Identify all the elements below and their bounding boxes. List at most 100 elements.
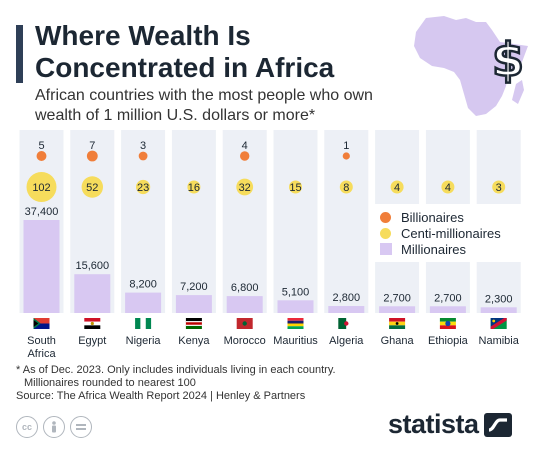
nigeria-flag-icon — [135, 318, 152, 329]
legend-item-millionaires: Millionaires — [380, 241, 467, 257]
category-label-namibia: Namibia — [479, 335, 520, 347]
centi-value-namibia: 3 — [496, 182, 502, 194]
ethiopia-flag-icon — [439, 318, 456, 329]
millionaires-bar-nigeria — [125, 292, 162, 313]
centi-bubble-ghana — [390, 180, 404, 194]
millionaires-label-egypt: 15,600 — [75, 260, 109, 272]
footnote-line-2: Millionaires rounded to nearest 100 — [24, 377, 196, 389]
millionaires-label-morocco: 6,800 — [231, 282, 259, 294]
millionaires-bar-namibia — [480, 307, 517, 313]
chart-subtitle: African countries with the most people w… — [35, 86, 395, 126]
category-label-south-africa-line-2: Africa — [27, 348, 56, 360]
subtitle-line-1: African countries with the most people w… — [35, 87, 373, 104]
millionaires-label-namibia: 2,300 — [485, 293, 513, 305]
kenya-flag-icon — [185, 318, 202, 329]
billionaires-dot-algeria — [342, 152, 350, 160]
centi-value-ghana: 4 — [394, 182, 400, 194]
column-bg-mauritius — [273, 130, 318, 313]
category-label-mauritius: Mauritius — [273, 335, 318, 347]
title-accent-bar — [16, 25, 23, 83]
billionaires-value-nigeria: 3 — [140, 140, 146, 152]
centi-bubble-egypt — [81, 176, 104, 198]
footnote: * As of Dec. 2023. Only includes individ… — [16, 364, 376, 390]
billionaires-value-algeria: 1 — [343, 140, 349, 152]
centi-bubble-ethiopia — [441, 180, 455, 194]
statista-logo[interactable]: statista — [388, 409, 512, 440]
source-text: Source: The Africa Wealth Report 2024 | … — [16, 390, 306, 402]
centi-value-morocco: 32 — [239, 182, 251, 194]
billionaires-value-south-africa: 5 — [38, 140, 44, 152]
centi-bubble-south-africa — [26, 172, 57, 202]
centi-value-nigeria: 23 — [137, 182, 149, 194]
category-label-egypt: Egypt — [78, 335, 106, 347]
chart-title: Where Wealth Is Concentrated in Africa — [35, 20, 334, 84]
category-label-kenya: Kenya — [178, 335, 210, 347]
legend-item-centi: Centi-millionaires — [380, 225, 501, 241]
millionaires-bar-ethiopia — [429, 306, 466, 313]
ghana-flag-icon — [389, 318, 406, 329]
category-label-south-africa-line-1: South — [27, 335, 56, 347]
centi-bubble-algeria — [339, 180, 353, 194]
millionaires-bar-south-africa — [23, 220, 60, 313]
attribution-icon[interactable] — [43, 416, 65, 438]
title-line-1: Where Wealth Is — [35, 20, 251, 51]
legend-item-billionaires: Billionaires — [380, 209, 464, 225]
africa-map-icon: $ — [414, 16, 528, 116]
dollar-sign-icon: $ — [492, 33, 524, 87]
category-label-algeria: Algeria — [329, 335, 364, 347]
category-label-ethiopia: Ethiopia — [428, 335, 469, 347]
billionaires-dot-south-africa — [36, 151, 47, 161]
millionaires-bar-morocco — [226, 296, 263, 313]
centi-bubble-namibia — [492, 180, 506, 194]
billionaires-swatch-icon — [380, 211, 391, 223]
legend-label-centi: Centi-millionaires — [401, 225, 501, 241]
millionaires-label-algeria: 2,800 — [333, 292, 361, 304]
centi-value-ethiopia: 4 — [445, 182, 451, 194]
centi-value-egypt: 52 — [86, 182, 98, 194]
africa-shape — [414, 16, 528, 116]
centi-swatch-icon — [380, 227, 391, 239]
madagascar-shape — [512, 80, 524, 104]
title-line-2: Concentrated in Africa — [35, 52, 335, 83]
license-icons: cc — [16, 416, 92, 438]
millionaires-swatch-icon — [380, 243, 392, 255]
billionaires-dot-egypt — [86, 150, 98, 162]
statista-logo-icon — [483, 412, 512, 437]
centi-value-south-africa: 102 — [32, 182, 50, 194]
legend-label-billionaires: Billionaires — [401, 209, 464, 225]
millionaires-bar-algeria — [328, 306, 365, 313]
egypt-flag-icon — [84, 318, 101, 329]
centi-bubble-mauritius — [289, 180, 302, 194]
legend: Billionaires Centi-millionaires Milliona… — [372, 204, 532, 262]
subtitle-line-2: wealth of 1 million U.S. dollars or more… — [35, 107, 316, 124]
legend-label-millionaires: Millionaires — [401, 241, 467, 257]
namibia-flag-icon — [490, 318, 507, 329]
millionaires-label-ghana: 2,700 — [383, 292, 411, 304]
millionaires-label-kenya: 7,200 — [180, 281, 208, 293]
centi-value-algeria: 8 — [343, 182, 349, 194]
millionaires-label-south-africa: 37,400 — [25, 206, 59, 218]
column-bg-kenya — [171, 130, 216, 313]
millionaires-bar-egypt — [74, 274, 111, 313]
column-bg-nigeria — [121, 130, 166, 313]
brand-name: statista — [388, 409, 479, 439]
millionaires-bar-mauritius — [277, 300, 314, 313]
billionaires-dot-morocco — [240, 151, 250, 161]
centi-bubble-morocco — [236, 178, 254, 196]
centi-value-mauritius: 15 — [289, 182, 301, 194]
centi-bubble-nigeria — [135, 179, 151, 195]
south-africa-flag-icon — [33, 318, 50, 329]
algeria-flag-icon — [338, 318, 355, 329]
category-label-nigeria: Nigeria — [126, 335, 162, 347]
category-label-morocco: Morocco — [224, 335, 266, 347]
category-label-ghana: Ghana — [381, 335, 415, 347]
column-bg-algeria — [324, 130, 369, 313]
cc-icon[interactable]: cc — [16, 416, 38, 438]
billionaires-value-egypt: 7 — [89, 140, 95, 152]
millionaires-label-mauritius: 5,100 — [282, 286, 310, 298]
centi-bubble-kenya — [187, 180, 201, 194]
centi-value-kenya: 16 — [188, 182, 200, 194]
no-derivatives-icon[interactable] — [70, 416, 92, 438]
billionaires-value-morocco: 4 — [242, 140, 248, 152]
footnote-line-1: * As of Dec. 2023. Only includes individ… — [16, 364, 336, 376]
